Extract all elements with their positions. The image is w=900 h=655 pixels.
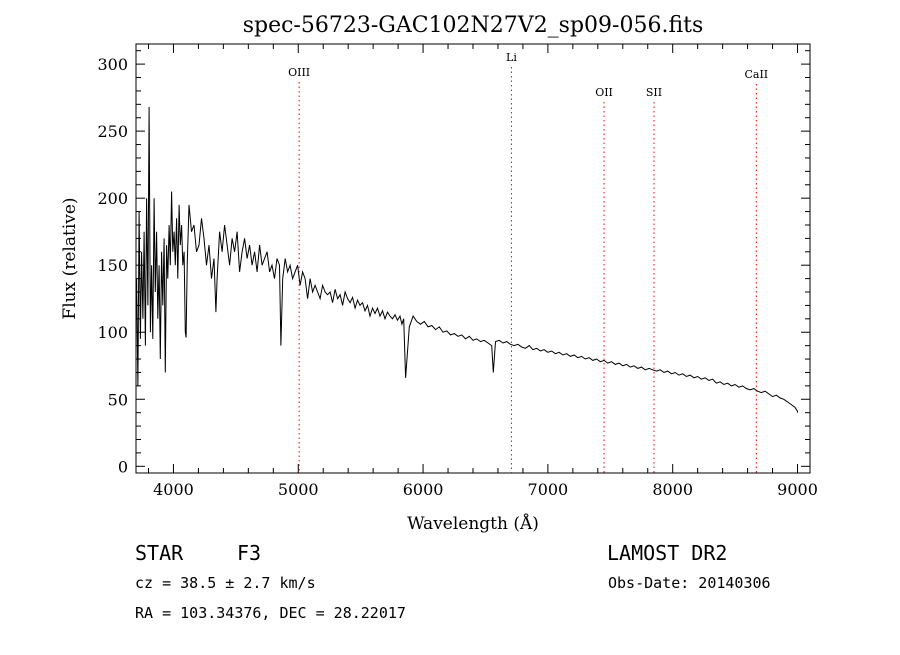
y-tick-label: 0 [118,457,128,476]
y-tick-label: 200 [97,189,128,208]
line-marker-label-li: Li [506,51,517,64]
object-type: STAR [135,541,184,565]
chart-title: spec-56723-GAC102N27V2_sp09-056.fits [243,13,704,38]
subclass: F3 [237,541,262,565]
x-tick-label: 5000 [278,480,319,499]
survey-label: LAMOST DR2 [607,541,728,565]
y-tick-label: 300 [97,55,128,74]
line-marker-label-oiii: OIII [288,66,310,79]
line-marker-label-oii: OII [595,86,613,99]
x-tick-label: 8000 [652,480,693,499]
x-axis-label: Wavelength (Å) [407,513,539,534]
y-tick-label: 100 [97,323,128,342]
obs-date: Obs-Date: 20140306 [608,574,771,592]
redshift-info: cz = 38.5 ± 2.7 km/s [135,574,316,592]
y-tick-label: 50 [108,390,128,409]
spectrum-line [136,106,799,413]
x-tick-label: 4000 [153,480,194,499]
coordinates: RA = 103.34376, DEC = 28.22017 [135,604,406,622]
y-tick-label: 250 [97,122,128,141]
x-tick-label: 9000 [777,480,818,499]
y-tick-label: 150 [97,256,128,275]
y-axis-label: Flux (relative) [60,197,80,319]
plot-frame [135,43,811,474]
line-marker-label-sii: SII [646,86,662,99]
x-tick-label: 7000 [528,480,569,499]
line-marker-label-caii: CaII [744,68,768,81]
x-tick-label: 6000 [403,480,444,499]
